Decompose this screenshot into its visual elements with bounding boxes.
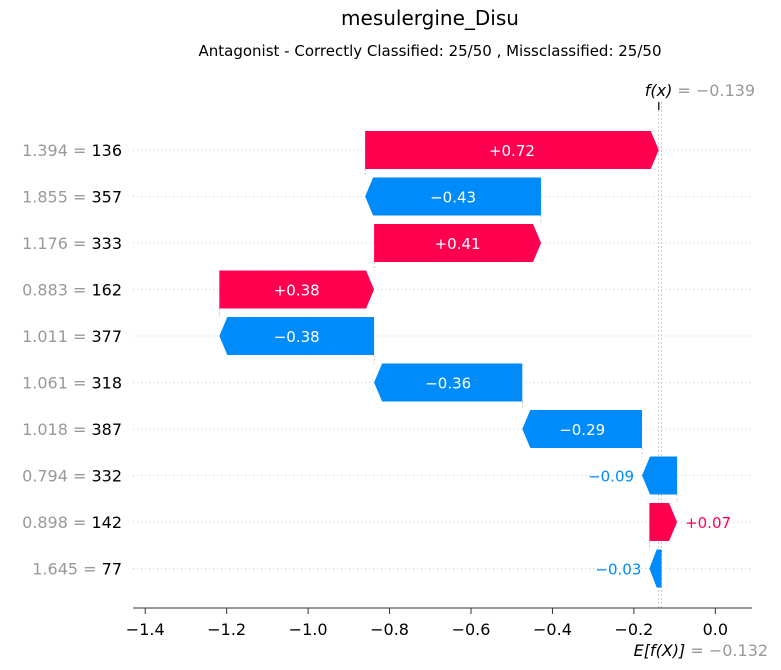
feature-name: 142	[91, 513, 122, 532]
feature-bar-377	[219, 317, 375, 355]
chart-subtitle: Antagonist - Correctly Classified: 25/50…	[198, 42, 662, 60]
feature-bar-387	[522, 410, 643, 448]
feature-value: 0.883 =	[22, 281, 91, 300]
feature-label: 1.011 = 377	[22, 327, 122, 346]
feature-value: 1.176 =	[22, 234, 91, 253]
feature-label: 1.855 = 357	[22, 188, 122, 207]
bar-value-label: −0.03	[595, 561, 641, 579]
feature-name: 387	[91, 420, 122, 439]
feature-bar-357	[365, 177, 542, 216]
feature-bar-142	[649, 503, 678, 541]
x-tick-label: −0.6	[452, 620, 491, 639]
feature-value: 1.061 =	[22, 374, 91, 393]
fx-label: f(x)	[645, 81, 678, 100]
base-value-annotation: E[f(X)] = −0.132	[634, 641, 768, 660]
feature-bar-333	[374, 224, 542, 262]
feature-name: 332	[91, 467, 122, 486]
feature-label: 0.794 = 332	[22, 467, 122, 486]
feature-bar-77	[649, 549, 662, 588]
feature-name: 318	[91, 374, 122, 393]
base-value-number: = −0.132	[690, 641, 768, 660]
bar-value-label: +0.72	[489, 142, 535, 160]
feature-bar-162	[219, 270, 375, 309]
feature-label: 1.176 = 333	[22, 234, 122, 253]
feature-name: 377	[91, 327, 122, 346]
x-tick-label: −1.4	[126, 620, 165, 639]
feature-label: 1.018 = 387	[22, 420, 122, 439]
fx-annotation: f(x) = −0.139	[645, 81, 755, 100]
x-tick-label: −1.0	[289, 620, 328, 639]
feature-label: 0.898 = 142	[22, 513, 122, 532]
bar-value-label: +0.41	[435, 235, 481, 253]
feature-value: 0.794 =	[22, 467, 91, 486]
feature-name: 136	[91, 141, 122, 160]
feature-label: 0.883 = 162	[22, 281, 122, 300]
bar-value-label: +0.07	[685, 514, 731, 532]
fx-value: = −0.139	[677, 81, 755, 100]
feature-bar-136	[365, 131, 659, 169]
chart-title: mesulergine_Disu	[341, 6, 519, 30]
x-tick-label: −0.4	[533, 620, 572, 639]
bar-value-label: +0.38	[274, 282, 320, 300]
feature-name: 77	[102, 560, 122, 579]
feature-name: 333	[91, 234, 122, 253]
feature-value: 1.855 =	[22, 188, 91, 207]
bar-value-label: −0.38	[274, 328, 320, 346]
feature-bar-332	[642, 456, 678, 495]
bar-value-label: −0.29	[559, 421, 605, 439]
feature-label: 1.645 = 77	[32, 560, 122, 579]
feature-name: 162	[91, 281, 122, 300]
x-tick-label: −1.2	[207, 620, 246, 639]
feature-bar-318	[374, 363, 523, 402]
bar-value-label: −0.36	[425, 375, 471, 393]
base-value-label: E[f(X)]	[634, 641, 691, 660]
x-tick-label: 0.0	[703, 620, 728, 639]
feature-name: 357	[91, 188, 122, 207]
feature-value: 1.011 =	[22, 327, 91, 346]
feature-value: 1.018 =	[22, 420, 91, 439]
x-tick-label: −0.2	[614, 620, 653, 639]
feature-label: 1.061 = 318	[22, 374, 122, 393]
feature-label: 1.394 = 136	[22, 141, 122, 160]
bar-value-label: −0.09	[588, 468, 634, 486]
x-tick-label: −0.8	[370, 620, 409, 639]
bar-value-label: −0.43	[430, 189, 476, 207]
feature-value: 0.898 =	[22, 513, 91, 532]
feature-value: 1.394 =	[22, 141, 91, 160]
feature-value: 1.645 =	[32, 560, 101, 579]
